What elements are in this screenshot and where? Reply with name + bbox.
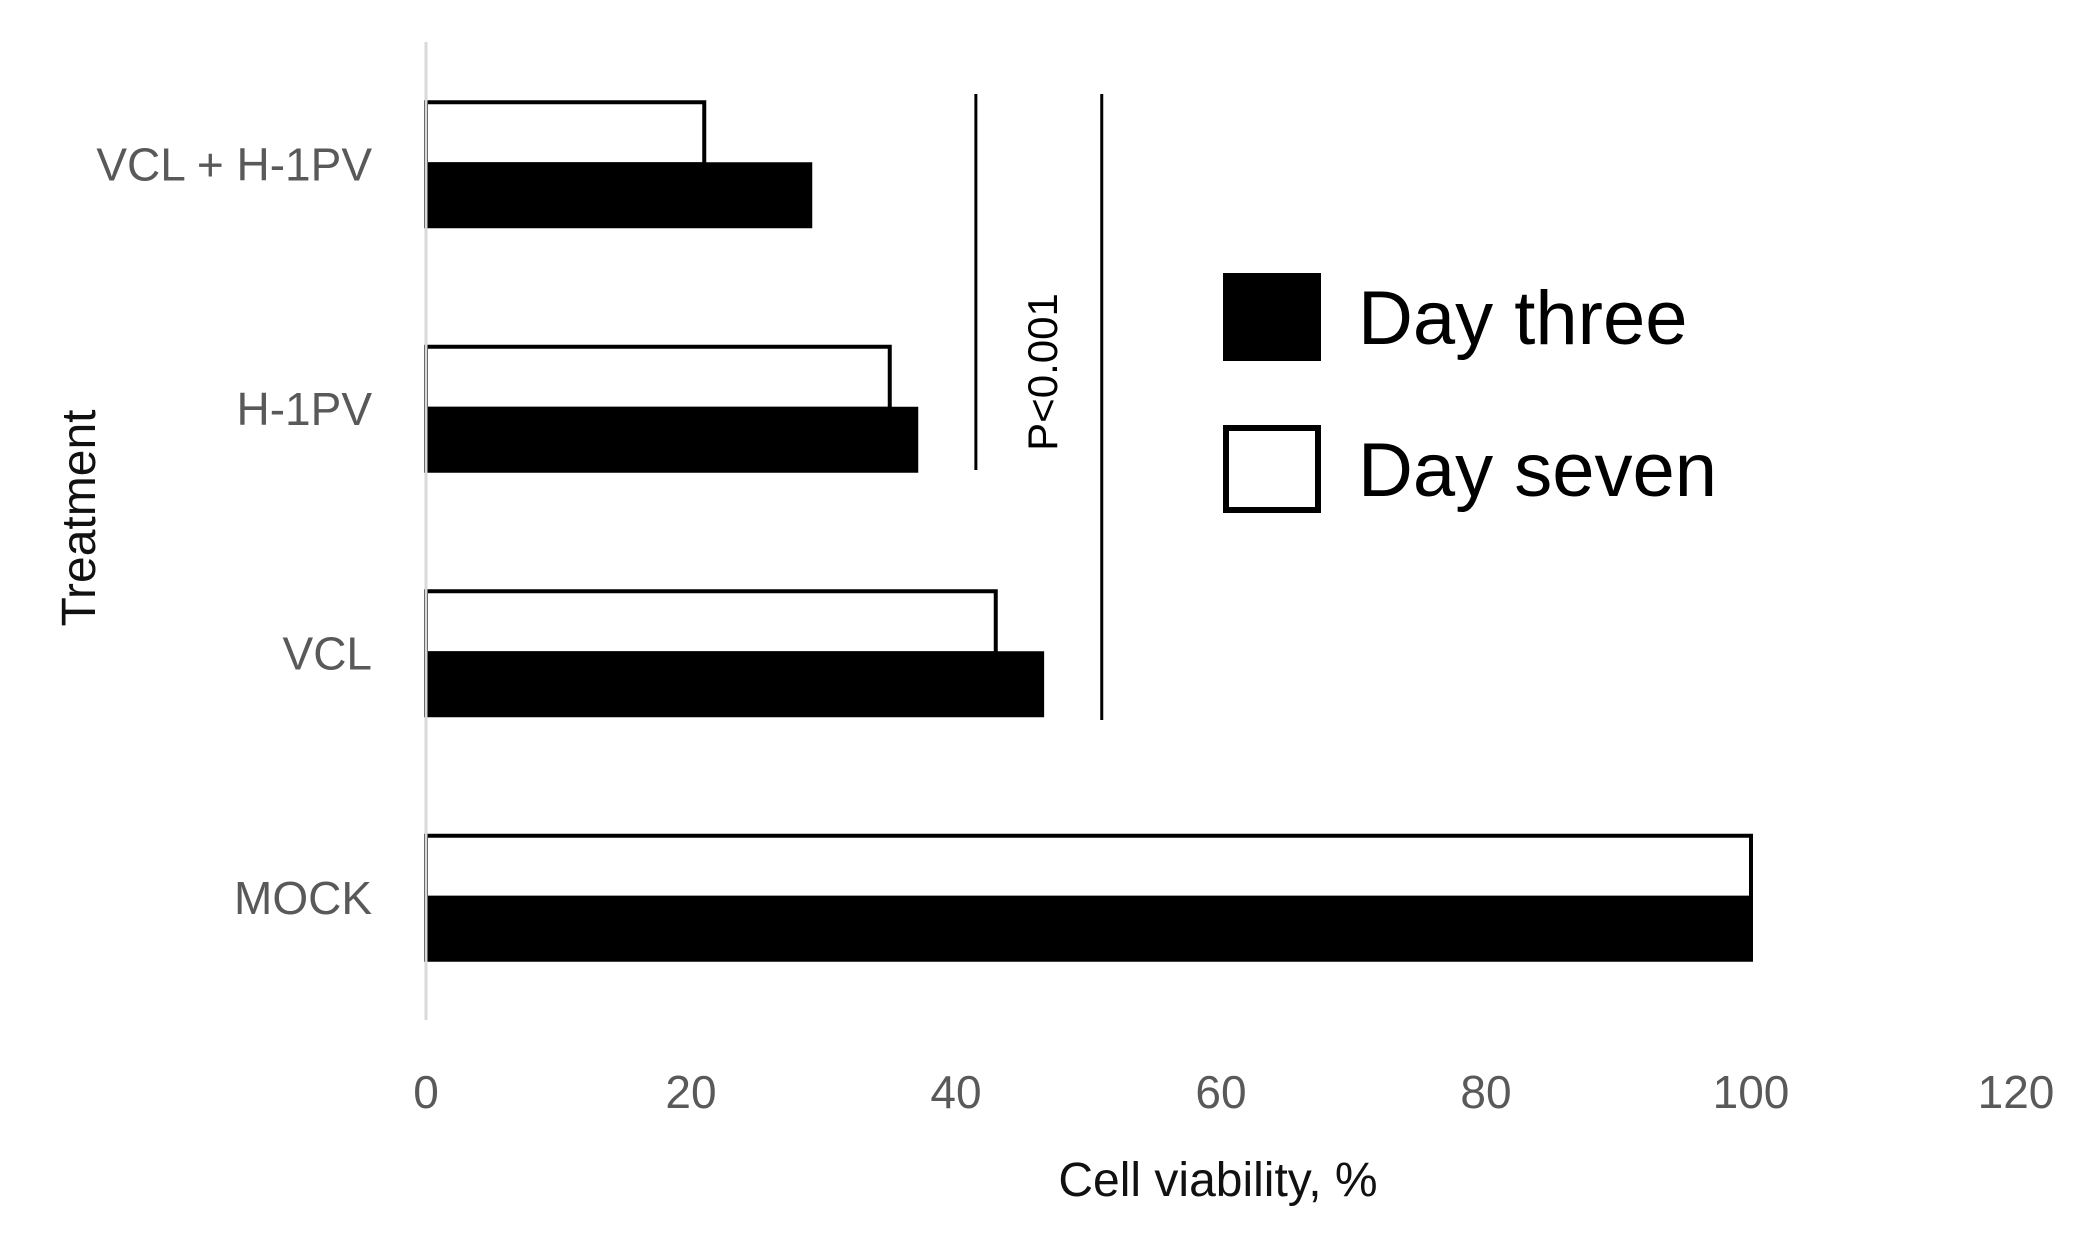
bar-day-three-mock bbox=[424, 895, 1753, 962]
x-tick-label-20: 20 bbox=[665, 1066, 716, 1118]
x-tick-label-120: 120 bbox=[1978, 1066, 2055, 1118]
bar-day-three-h-1pv bbox=[424, 406, 919, 473]
x-tick-label-60: 60 bbox=[1195, 1066, 1246, 1118]
x-axis-title: Cell viability, % bbox=[1058, 1154, 1377, 1207]
p-value-label: P<0.001 bbox=[1019, 293, 1066, 451]
x-tick-label-80: 80 bbox=[1460, 1066, 1511, 1118]
category-label-vcl-h-1pv: VCL + H-1PV bbox=[96, 138, 372, 190]
bar-day-three-vcl bbox=[424, 651, 1045, 718]
x-tick-label-0: 0 bbox=[413, 1066, 439, 1118]
legend: Day three Day seven bbox=[1223, 273, 1717, 513]
legend-swatch-day-three bbox=[1223, 273, 1321, 361]
bar-day-seven-h-1pv bbox=[424, 344, 892, 411]
x-tick-labels: 0 20 40 60 80 100 120 bbox=[413, 1066, 2054, 1118]
x-tick-label-40: 40 bbox=[930, 1066, 981, 1118]
bar-day-three-vcl-h-1pv bbox=[424, 162, 813, 229]
legend-label-day-three: Day three bbox=[1358, 276, 1688, 361]
bar-day-seven-mock bbox=[424, 833, 1753, 900]
bars-layer bbox=[424, 100, 1753, 962]
category-label-vcl: VCL bbox=[283, 627, 372, 679]
bar-day-seven-vcl bbox=[424, 589, 998, 656]
bar-day-seven-vcl-h-1pv bbox=[424, 100, 707, 167]
annotations-layer: P<0.001 bbox=[974, 94, 1104, 720]
legend-swatch-day-seven bbox=[1223, 425, 1321, 513]
legend-label-day-seven: Day seven bbox=[1358, 428, 1717, 513]
category-labels: VCL + H-1PV H-1PV VCL MOCK bbox=[96, 138, 372, 924]
y-axis-title: Treatment bbox=[53, 410, 106, 627]
x-tick-label-100: 100 bbox=[1713, 1066, 1790, 1118]
category-label-h-1pv: H-1PV bbox=[237, 383, 373, 435]
category-label-mock: MOCK bbox=[234, 872, 372, 924]
